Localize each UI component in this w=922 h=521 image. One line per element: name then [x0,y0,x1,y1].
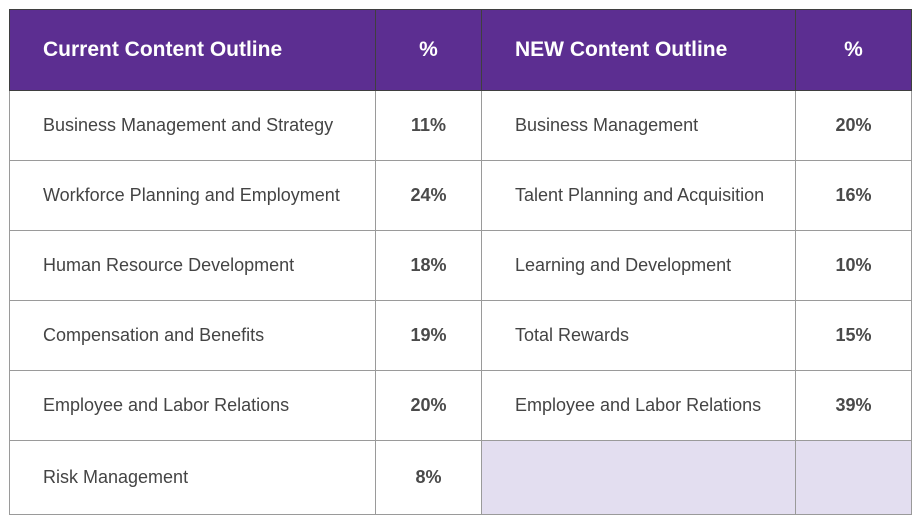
table-row: Compensation and Benefits 19% Total Rewa… [9,300,912,371]
current-percent-cell: 24% [375,160,482,231]
table-row: Business Management and Strategy 11% Bus… [9,90,912,161]
empty-new-percent-cell [795,440,912,515]
new-topic-cell: Employee and Labor Relations [481,370,796,441]
current-topic-cell: Risk Management [9,440,376,515]
new-percent-cell: 20% [795,90,912,161]
current-topic-cell: Business Management and Strategy [9,90,376,161]
table-body: Business Management and Strategy 11% Bus… [9,90,912,515]
header-row: Current Content Outline % NEW Content Ou… [9,9,912,91]
new-topic-cell: Talent Planning and Acquisition [481,160,796,231]
content-outline-comparison: Current Content Outline % NEW Content Ou… [9,9,912,515]
table-row: Workforce Planning and Employment 24% Ta… [9,160,912,231]
new-percent-cell: 15% [795,300,912,371]
table-row: Human Resource Development 18% Learning … [9,230,912,301]
current-percent-header: % [375,9,482,91]
table-row: Risk Management 8% [9,440,912,515]
new-topic-cell: Learning and Development [481,230,796,301]
current-topic-cell: Employee and Labor Relations [9,370,376,441]
current-outline-header: Current Content Outline [9,9,376,91]
new-topic-cell: Total Rewards [481,300,796,371]
current-topic-cell: Human Resource Development [9,230,376,301]
current-percent-cell: 18% [375,230,482,301]
current-percent-cell: 8% [375,440,482,515]
current-topic-cell: Compensation and Benefits [9,300,376,371]
empty-new-topic-cell [481,440,796,515]
current-percent-cell: 20% [375,370,482,441]
new-percent-cell: 10% [795,230,912,301]
new-topic-cell: Business Management [481,90,796,161]
new-percent-header: % [795,9,912,91]
new-percent-cell: 16% [795,160,912,231]
table-row: Employee and Labor Relations 20% Employe… [9,370,912,441]
current-topic-cell: Workforce Planning and Employment [9,160,376,231]
current-percent-cell: 11% [375,90,482,161]
current-percent-cell: 19% [375,300,482,371]
new-percent-cell: 39% [795,370,912,441]
table-header: Current Content Outline % NEW Content Ou… [9,9,912,91]
outline-table: Current Content Outline % NEW Content Ou… [9,9,912,515]
new-outline-header: NEW Content Outline [481,9,796,91]
